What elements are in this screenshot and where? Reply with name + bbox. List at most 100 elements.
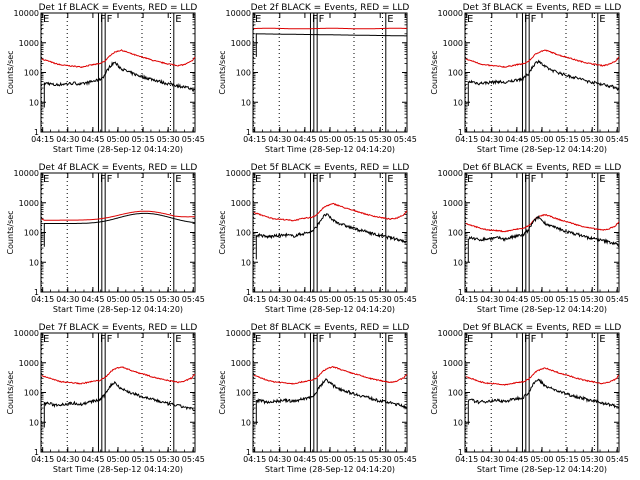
x-tick-label: 05:00 (318, 455, 341, 464)
x-axis-label: Start Time (28-Sep-12 04:14:20) (477, 305, 607, 314)
x-tick-label: 05:45 (394, 455, 417, 464)
x-tick-label: 04:30 (480, 295, 503, 304)
marker-label: E (175, 174, 181, 185)
x-axis-label: Start Time (28-Sep-12 04:14:20) (265, 465, 395, 474)
marker-label: F (524, 334, 530, 345)
marker-label: F (100, 334, 106, 345)
x-tick-label: 05:00 (530, 135, 553, 144)
x-tick-label: 04:15 (243, 455, 266, 464)
x-tick-label: 04:15 (455, 135, 478, 144)
x-tick-label: 04:45 (293, 135, 316, 144)
x-tick-label: 05:15 (556, 295, 579, 304)
marker-label: E (43, 14, 49, 25)
x-tick-label: 05:45 (606, 455, 629, 464)
marker-label: E (43, 334, 49, 345)
x-tick-label: 04:30 (56, 135, 79, 144)
x-tick-label: 04:45 (505, 135, 528, 144)
x-tick-label: 05:00 (530, 295, 553, 304)
x-axis-label: Start Time (28-Sep-12 04:14:20) (53, 145, 183, 154)
y-tick-label: 1000 (231, 199, 251, 208)
lld-series-line (465, 367, 620, 386)
y-axis-label: Counts/sec (430, 370, 439, 414)
x-tick-label: 05:30 (369, 135, 392, 144)
y-tick-label: 100 (24, 389, 39, 398)
x-tick-label: 05:15 (344, 135, 367, 144)
events-series-line (255, 378, 408, 425)
x-tick-label: 04:30 (268, 135, 291, 144)
marker-label: E (467, 174, 473, 185)
y-tick-label: 10000 (14, 329, 39, 338)
marker-label: E (387, 174, 393, 185)
x-tick-label: 04:30 (268, 295, 291, 304)
x-tick-label: 05:45 (182, 135, 205, 144)
y-tick-label: 10000 (226, 169, 251, 178)
y-tick-label: 1 (246, 288, 251, 297)
y-tick-label: 10 (453, 418, 463, 427)
events-series-line (467, 378, 620, 425)
marker-label: E (255, 14, 261, 25)
events-series-line (467, 215, 620, 263)
panel-title: Det 6f BLACK = Events, RED = LLD (463, 163, 622, 173)
x-tick-label: 05:30 (581, 135, 604, 144)
plot-frame (40, 172, 196, 293)
y-tick-label: 100 (236, 389, 251, 398)
lld-series-line (41, 366, 196, 385)
x-tick-label: 05:15 (556, 455, 579, 464)
marker-label: F (524, 174, 530, 185)
plot-frame (40, 332, 196, 453)
x-tick-label: 05:00 (106, 295, 129, 304)
y-axis-label: Counts/sec (218, 210, 227, 254)
marker-label: F (524, 14, 530, 25)
marker-label: E (387, 334, 393, 345)
events-series-line (43, 212, 195, 247)
y-tick-label: 1 (34, 288, 39, 297)
lld-series-line (253, 202, 408, 222)
x-tick-label: 04:15 (31, 295, 54, 304)
y-tick-label: 10 (29, 98, 39, 107)
y-tick-label: 10 (241, 418, 251, 427)
y-tick-label: 1 (458, 128, 463, 137)
x-tick-label: 05:15 (344, 455, 367, 464)
x-tick-label: 04:45 (81, 135, 104, 144)
y-tick-label: 1000 (231, 39, 251, 48)
marker-label: F (100, 14, 106, 25)
plot-frame (252, 172, 408, 293)
marker-label: F (319, 174, 325, 185)
plot-frame (252, 332, 408, 453)
panel-title: Det 1f BLACK = Events, RED = LLD (39, 3, 198, 13)
x-tick-label: 05:30 (157, 455, 180, 464)
y-tick-label: 10000 (14, 9, 39, 18)
detector-panel-9f: Det 9f BLACK = Events, RED = LLD Counts/s… (430, 323, 629, 474)
lld-series-line (41, 49, 196, 69)
marker-label: E (599, 334, 605, 345)
marker-label: F (107, 174, 113, 185)
marker-label: F (312, 334, 318, 345)
y-axis-label: Counts/sec (218, 50, 227, 94)
plot-frame (464, 172, 620, 293)
panel-title: Det 7f BLACK = Events, RED = LLD (39, 323, 198, 333)
y-axis-label: Counts/sec (430, 50, 439, 94)
x-tick-label: 05:15 (132, 455, 155, 464)
y-tick-label: 100 (448, 389, 463, 398)
y-tick-label: 1000 (231, 359, 251, 368)
panel-title: Det 3f BLACK = Events, RED = LLD (463, 3, 622, 13)
y-tick-label: 100 (236, 229, 251, 238)
events-series-line (467, 59, 620, 106)
marker-label: F (531, 334, 537, 345)
x-tick-label: 04:15 (455, 455, 478, 464)
x-tick-label: 04:30 (56, 295, 79, 304)
detector-panel-6f: Det 6f BLACK = Events, RED = LLD Counts/s… (430, 163, 629, 314)
panel-title: Det 8f BLACK = Events, RED = LLD (251, 323, 410, 333)
y-tick-label: 100 (24, 69, 39, 78)
plot-frame (464, 12, 620, 133)
marker-label: F (531, 174, 537, 185)
y-tick-label: 1000 (19, 359, 39, 368)
y-tick-label: 100 (236, 69, 251, 78)
marker-label: F (312, 14, 318, 25)
x-tick-label: 05:00 (106, 455, 129, 464)
y-tick-label: 10000 (438, 169, 463, 178)
events-series-line (43, 61, 196, 108)
panel-title: Det 9f BLACK = Events, RED = LLD (463, 323, 622, 333)
detector-panel-7f: Det 7f BLACK = Events, RED = LLD Counts/s… (6, 323, 205, 474)
